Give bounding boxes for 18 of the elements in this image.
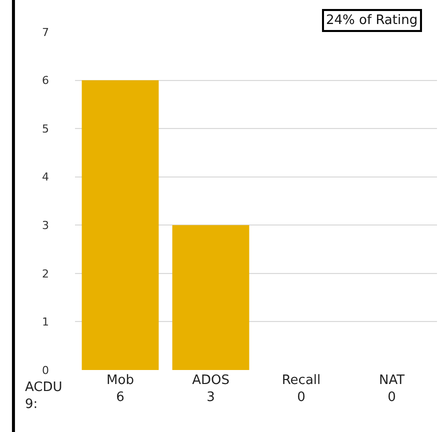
x-tick-label: NAT bbox=[378, 373, 405, 388]
y-tick-label: 5 bbox=[42, 122, 49, 136]
data-label: 3 bbox=[206, 390, 215, 405]
data-label: 0 bbox=[297, 390, 306, 405]
text: ACDU 9: bbox=[25, 380, 62, 412]
chart-title: 24% of Rating bbox=[326, 13, 418, 28]
y-tick-label: 6 bbox=[42, 74, 49, 88]
data-label: 6 bbox=[116, 390, 124, 405]
y-tick-label: 2 bbox=[42, 267, 49, 280]
y-tick-label: 0 bbox=[42, 364, 49, 377]
y-tick-label: 4 bbox=[42, 170, 49, 184]
data-label: 0 bbox=[388, 390, 396, 405]
x-tick-label: Recall bbox=[282, 373, 321, 388]
y-tick-label: 7 bbox=[42, 26, 49, 39]
x-tick-label: Mob bbox=[106, 373, 134, 388]
x-tick-label: ADOS bbox=[192, 373, 230, 388]
y-tick-label: 1 bbox=[42, 316, 49, 329]
y-tick-label: 3 bbox=[42, 218, 49, 232]
